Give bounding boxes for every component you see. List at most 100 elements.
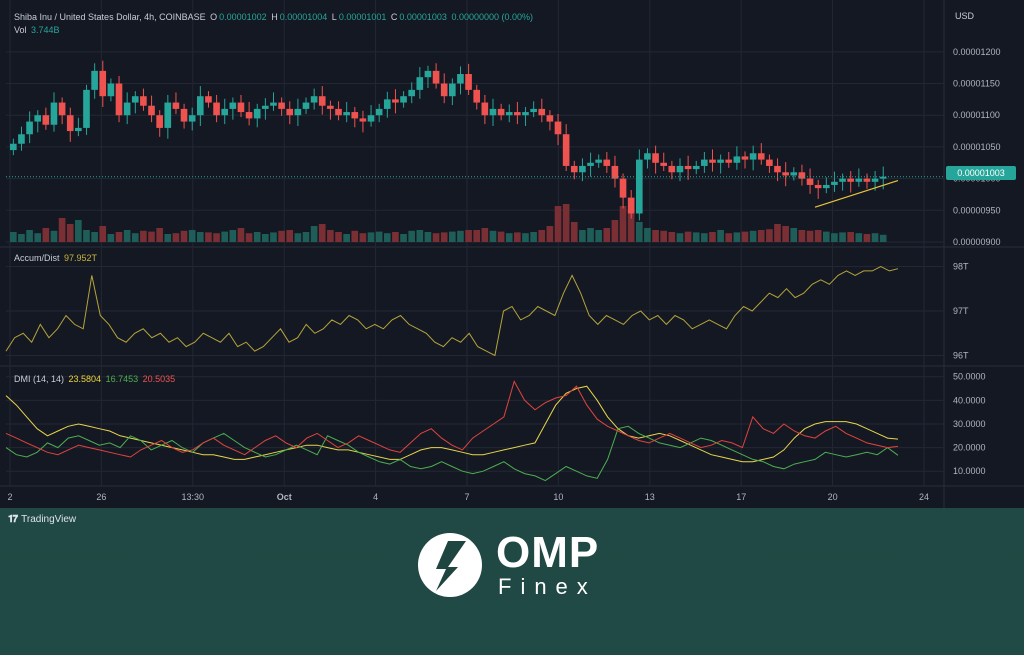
candle-body — [701, 159, 708, 166]
candle-body — [546, 115, 554, 122]
candle-body — [798, 172, 806, 179]
volume-bar — [42, 228, 50, 242]
candle-body — [562, 134, 570, 166]
volume-bar — [546, 226, 554, 242]
candle-body — [847, 178, 854, 182]
candle-body — [164, 102, 172, 128]
candle-body — [172, 102, 180, 109]
ad-value: 97.952T — [64, 253, 98, 263]
volume-bar — [871, 233, 879, 242]
candle-body — [839, 178, 846, 182]
chart-window[interactable]: 0.00001200 0.00001150 0.00001100 0.00001050… — [0, 0, 1024, 508]
time-tick-label: 2 — [7, 492, 12, 502]
volume-bar — [603, 228, 611, 242]
candle-body — [34, 115, 42, 122]
candle-body — [692, 165, 700, 170]
change-value: 0.00000000 (0.00%) — [451, 12, 534, 22]
candle-body — [270, 102, 277, 106]
tradingview-brand[interactable]: 𝟏𝟕 TradingView — [8, 514, 76, 525]
candle-body — [440, 83, 448, 97]
time-tick-label: Oct — [277, 492, 292, 502]
volume-label: Vol — [14, 25, 27, 35]
open-value: 0.00001002 — [219, 12, 267, 22]
candle-body — [294, 108, 302, 116]
candle-body — [627, 197, 635, 214]
candle-body — [790, 172, 798, 176]
support-trendline — [814, 179, 899, 208]
volume-bar — [538, 230, 546, 242]
dmi-tick-label: 10.0000 — [953, 466, 986, 476]
volume-bar — [294, 233, 302, 242]
candle-body — [302, 102, 310, 109]
time-tick-label: 26 — [96, 492, 106, 502]
candle-body — [814, 184, 822, 189]
volume-bar — [91, 232, 98, 242]
volume-bar — [814, 230, 822, 242]
candle-body — [318, 96, 326, 106]
candle-body — [505, 112, 513, 116]
volume-bar — [156, 228, 163, 242]
volume-bar — [611, 220, 619, 242]
volume-bar — [790, 228, 798, 242]
volume-bar — [75, 220, 82, 242]
volume-bar — [164, 234, 172, 242]
tradingview-label: TradingView — [21, 514, 77, 525]
candle-body — [635, 159, 643, 214]
chart-canvas[interactable]: 0.00001200 0.00001150 0.00001100 0.00001050… — [0, 0, 1024, 508]
volume-bar — [400, 234, 407, 242]
volume-bar — [725, 233, 733, 242]
volume-bar — [392, 232, 399, 242]
candle-body — [229, 102, 237, 109]
candle-body — [237, 102, 245, 113]
candle-body — [489, 108, 497, 116]
candle-body — [42, 115, 50, 125]
time-tick-label: 24 — [919, 492, 929, 502]
candle-body — [457, 74, 464, 84]
volume-value: 3.744B — [31, 25, 60, 35]
candle-body — [188, 115, 196, 122]
candle-body — [449, 83, 456, 97]
candle-body — [497, 108, 505, 116]
price-tick-label: 0.00000900 — [953, 237, 1001, 247]
candle-body — [75, 127, 82, 132]
volume-bar — [140, 230, 147, 242]
dmi-line-minus-di — [5, 380, 899, 458]
ad-header: Accum/Dist 97.952T — [14, 253, 99, 263]
candle-body — [278, 102, 285, 109]
candle-body — [717, 159, 724, 163]
candle-body — [10, 143, 17, 151]
volume-bar — [855, 233, 863, 242]
volume-bar — [627, 210, 635, 242]
volume-bar — [26, 230, 33, 242]
volume-bar — [595, 230, 602, 242]
volume-bar — [497, 231, 505, 242]
volume-bar — [131, 233, 139, 242]
candle-body — [465, 74, 472, 90]
volume-bar — [530, 232, 537, 242]
volume-bar — [709, 232, 716, 242]
candle-body — [205, 96, 212, 103]
volume-bar — [416, 230, 424, 242]
dmi-label: DMI (14, 14) — [14, 374, 65, 384]
volume-bar — [863, 234, 871, 242]
candle-body — [514, 112, 521, 116]
volume-bar — [554, 206, 562, 242]
volume-bar — [440, 232, 448, 242]
volume-bar — [107, 234, 115, 242]
omp-finex-logo: OMP Finex — [418, 528, 608, 601]
candle-body — [522, 112, 529, 116]
candle-body — [749, 153, 757, 160]
candle-body — [253, 108, 261, 119]
volume-bar — [262, 234, 269, 242]
candle-body — [131, 96, 139, 103]
candle-body — [725, 159, 733, 163]
volume-bar — [635, 222, 643, 242]
candle-body — [879, 176, 887, 179]
candle-body — [58, 102, 66, 116]
volume-bar — [18, 234, 25, 242]
volume-bar — [514, 232, 521, 242]
logo-title: OMP — [496, 528, 600, 577]
volume-bar — [782, 226, 789, 242]
volume-bar — [692, 232, 700, 242]
